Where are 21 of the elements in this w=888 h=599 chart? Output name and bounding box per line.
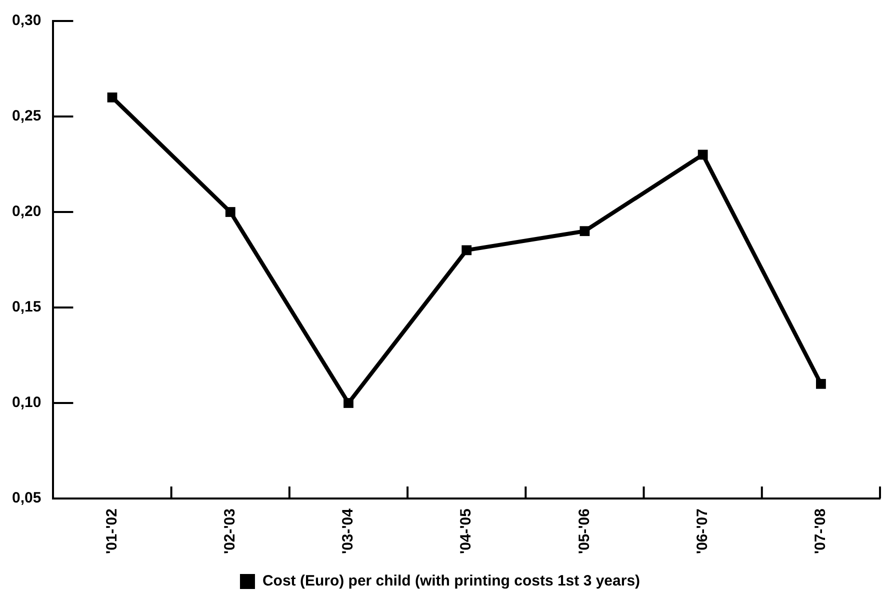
y-tick-label: 0,25 bbox=[12, 108, 42, 125]
x-tick-label: '02-'03 bbox=[222, 508, 239, 554]
point bbox=[816, 378, 826, 389]
x-tick-label: '03-'04 bbox=[340, 508, 357, 554]
legend-label: Cost (Euro) per child (with printing costs 1st 3 years) bbox=[262, 572, 640, 590]
point bbox=[698, 150, 708, 160]
y-tick-label: 0,30 bbox=[12, 12, 42, 30]
point bbox=[225, 207, 236, 217]
point bbox=[344, 398, 354, 408]
x-tick-label: '01-'02 bbox=[103, 508, 120, 554]
x-tick-label: '06-'07 bbox=[694, 508, 711, 554]
x-tick-label: '07-'08 bbox=[812, 508, 830, 554]
y-tick-label: 0,05 bbox=[12, 490, 42, 507]
x-tick-label: '04-'05 bbox=[458, 508, 475, 554]
point bbox=[580, 226, 590, 236]
point bbox=[462, 245, 472, 256]
y-tick-label: 0,20 bbox=[12, 203, 42, 220]
y-tick-label: 0,10 bbox=[12, 394, 42, 412]
point bbox=[107, 92, 118, 102]
x-tick-label: '05-'06 bbox=[576, 508, 593, 554]
y-tick-label: 0,15 bbox=[12, 298, 42, 316]
